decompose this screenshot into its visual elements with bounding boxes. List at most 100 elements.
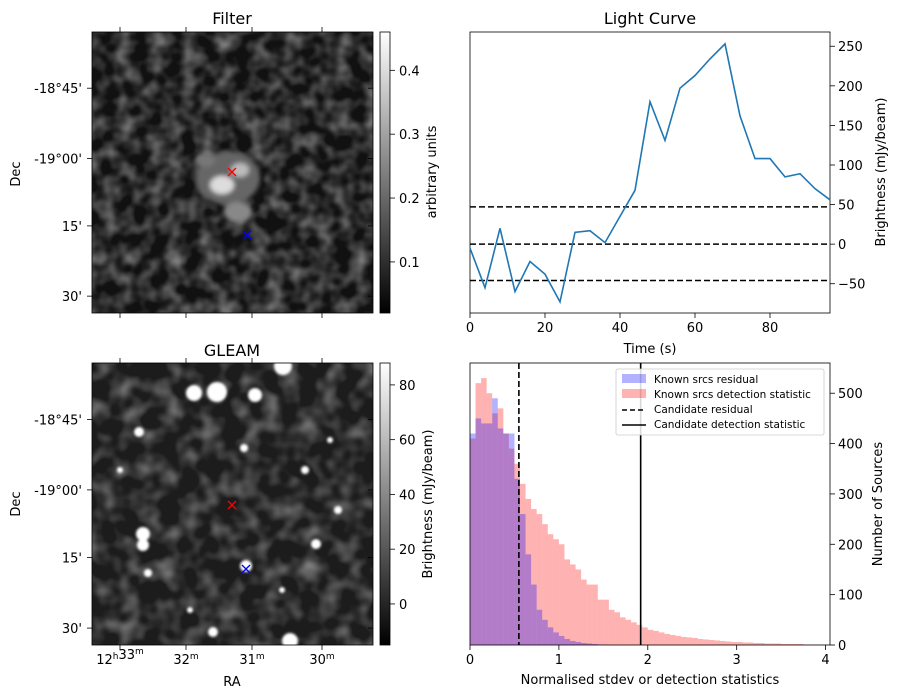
residual-bar (525, 554, 532, 645)
gleam-source (274, 363, 292, 375)
filter-colorbar (379, 31, 391, 314)
detection-bar (775, 643, 782, 645)
detection-bar (658, 632, 665, 645)
y-tick-label: 150 (838, 119, 863, 134)
gleam-source (334, 506, 342, 514)
lightcurve-xlabel: Time (s) (623, 342, 677, 357)
detection-bar (564, 559, 570, 645)
gleam-title: GLEAM (204, 341, 260, 360)
dec-tick-label: 15' (62, 220, 82, 235)
colorbar-tick-label: 0.2 (399, 192, 420, 207)
dec-tick-label: -18°45' (34, 413, 82, 428)
filter-title: Filter (212, 9, 252, 28)
y-tick-label: −50 (838, 278, 865, 293)
detection-bar (636, 624, 643, 645)
residual-bar (492, 398, 498, 645)
gleam-sources (117, 363, 342, 645)
legend-label-residual: Known srcs residual (654, 374, 758, 386)
residual-bar (497, 428, 504, 645)
residual-bar (570, 640, 576, 645)
x-tick-label: 80 (762, 321, 779, 336)
detection-bar (586, 584, 593, 645)
y-tick-label: 100 (838, 159, 863, 174)
lightcurve-panel: Light Curve 0 20 40 60 80−50050100150200250 … (466, 9, 889, 357)
y-tick-label: 0 (838, 639, 846, 654)
gleam-source (327, 437, 333, 443)
gleam-source (144, 569, 152, 577)
gleam-source (311, 539, 321, 549)
gleam-colorbar-ticks: 0 20 40 60 80 (390, 379, 416, 613)
detection-bar (547, 534, 554, 645)
legend-label-detection: Known srcs detection statistic (654, 389, 811, 401)
residual-bar (553, 632, 559, 645)
detection-bar (781, 643, 787, 645)
detection-bar (608, 609, 615, 645)
detection-bar (747, 642, 754, 645)
residual-bar (470, 433, 476, 645)
detection-bar (703, 639, 709, 645)
gleam-markers (227, 500, 251, 574)
histogram-ylabel: Number of Sources (871, 442, 886, 567)
x-tick-label: 0 (466, 321, 474, 336)
detection-bar (797, 643, 804, 645)
histogram-xlabel: Normalised stdev or detection statistics (521, 673, 780, 688)
detection-bar (664, 633, 670, 645)
detection-bar (553, 539, 559, 645)
detection-bar (481, 378, 487, 645)
residual-bar (520, 514, 526, 645)
ra-tick-label: 31m (239, 652, 264, 668)
lightcurve-line (469, 42, 831, 305)
ra-tick-label: 32m (173, 652, 198, 668)
detection-bar (503, 433, 509, 645)
dec-tick-label: 30' (62, 622, 82, 637)
filter-colorbar-label: arbitrary units (425, 125, 440, 218)
filter-axes: -18°45' -19°00' 15' 30' (34, 27, 373, 318)
residual-bar (581, 642, 587, 645)
dec-tick-label: -19°00' (34, 152, 82, 167)
detection-bar (581, 579, 587, 645)
detection-bar (475, 383, 482, 645)
gleam-image (92, 363, 373, 645)
detection-bar (697, 638, 704, 645)
gleam-source (301, 466, 309, 474)
detection-bar (742, 642, 748, 645)
detection-bar (570, 564, 576, 645)
dec-tick-label: -18°45' (34, 82, 82, 97)
residual-bar (592, 643, 598, 645)
detection-bar (720, 640, 726, 645)
detection-bar (575, 569, 582, 645)
detection-bar (625, 619, 632, 645)
gleam-source (279, 587, 285, 593)
detection-bar (486, 393, 493, 645)
detection-bar (786, 643, 793, 645)
residual-bar (514, 478, 520, 645)
detection-bar (497, 408, 504, 645)
colorbar-tick-label: 0.3 (399, 128, 420, 143)
filter-markers (227, 167, 252, 240)
detection-bar (792, 643, 798, 645)
x-tick-label: 20 (537, 321, 554, 336)
detection-bar (675, 635, 682, 645)
detection-bar (758, 642, 765, 645)
x-tick-label: 40 (612, 321, 629, 336)
x-tick-label: 1 (555, 653, 563, 668)
gleam-axes: -18°45' -19°00' 15' 30' 12h33m 32m 31m 30m (34, 358, 373, 668)
lightcurve-plot: 0 20 40 60 80 −50 0 50 100 150 200 250 (466, 40, 866, 336)
residual-bar (542, 619, 548, 645)
detection-bar (708, 639, 715, 645)
gleam-colorbar (379, 362, 391, 646)
detection-bar (686, 637, 693, 645)
detection-bar (592, 584, 598, 645)
detection-bar (731, 641, 737, 645)
gleam-source (240, 560, 252, 572)
lightcurve-frame (469, 31, 831, 314)
detection-bar (770, 643, 776, 645)
x-tick-label: 0 (466, 653, 474, 668)
dec-tick-label: -19°00' (34, 484, 82, 499)
legend-label-candidate-detection: Candidate detection statistic (654, 419, 806, 431)
residual-bar (481, 423, 487, 645)
filter-blob (195, 152, 260, 222)
filter-colorbar-ticks: 0.1 0.2 0.3 0.4 (390, 64, 420, 271)
colorbar-tick-label: 60 (399, 434, 416, 449)
